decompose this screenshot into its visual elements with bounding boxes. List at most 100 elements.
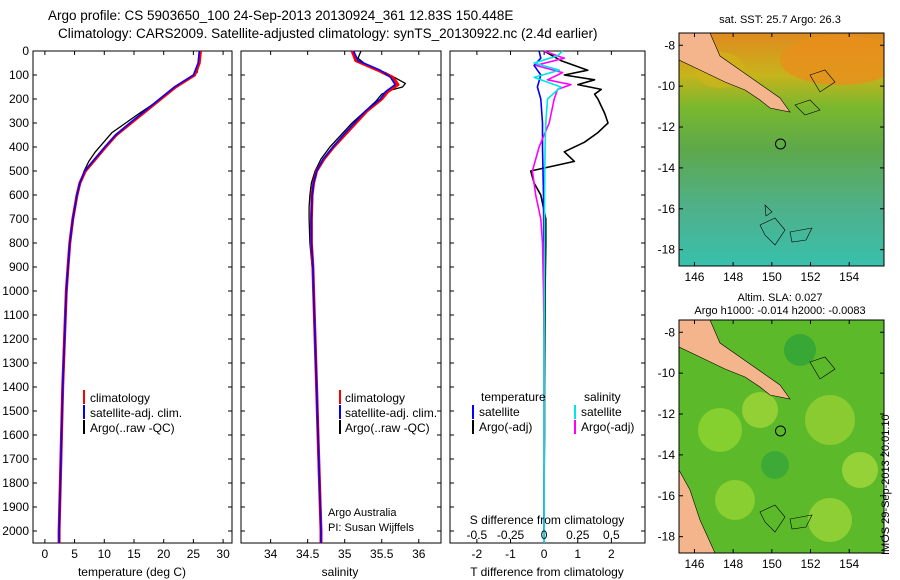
- series-line-climatology: [57, 50, 202, 543]
- t-difference-axis-label: T difference from climatology: [470, 565, 624, 579]
- map-y-tick-label: -8: [664, 325, 675, 339]
- x2-tick-label: -0.5: [467, 528, 488, 542]
- land-png: [679, 33, 791, 113]
- y-tick-label: 1400: [2, 380, 29, 394]
- y-tick-label: 800: [9, 236, 29, 250]
- y-tick-label: 700: [9, 212, 29, 226]
- x-tick-label: 5: [71, 547, 78, 561]
- sla-map-title: Altim. SLA: 0.027: [738, 292, 823, 304]
- series-line-satellite-adj-clim-: [310, 50, 396, 543]
- map-x-tick-label: 148: [723, 557, 743, 571]
- x2-tick-label: 0.5: [603, 528, 620, 542]
- map-y-tick-label: -18: [658, 243, 676, 257]
- difference-legend: temperature satellite Argo(-adj) salinit…: [472, 390, 634, 434]
- temperature-legend: climatology satellite-adj. clim. Argo(..…: [83, 390, 182, 435]
- chart-subtitle: Climatology: CARS2009. Satellite-adjuste…: [58, 26, 598, 41]
- y-tick-label: 1800: [2, 476, 29, 490]
- annotation-argo-australia: Argo Australia: [328, 507, 397, 519]
- x2-tick-label: -0.25: [497, 528, 525, 542]
- map-x-tick-label: 154: [839, 270, 859, 284]
- legend-label-argo: Argo(..raw -QC): [90, 421, 175, 435]
- x-tick-label: 20: [157, 547, 171, 561]
- x-tick-label: 10: [98, 547, 112, 561]
- y-tick-label: 1300: [2, 356, 29, 370]
- profile-location-marker: [774, 138, 786, 150]
- x-tick-label: 0: [541, 547, 548, 561]
- y-tick-label: 900: [9, 260, 29, 274]
- legend-label-satellite: satellite-adj. clim.: [345, 406, 437, 420]
- salinity-panel-frame: [240, 50, 442, 544]
- legend-label-climatology: climatology: [345, 391, 405, 405]
- map-x-tick-label: 152: [800, 557, 820, 571]
- x-tick-label: -1: [505, 547, 516, 561]
- sla-map-frame: [678, 319, 885, 554]
- y-tick-label: 100: [9, 68, 29, 82]
- y-tick-label: 1500: [2, 404, 29, 418]
- x-tick-label: 25: [187, 547, 201, 561]
- map-y-tick-label: -16: [658, 489, 676, 503]
- y-tick-label: 1600: [2, 428, 29, 442]
- series-line-satellite-adj-clim-: [58, 50, 201, 543]
- sst-map-field: [679, 33, 884, 266]
- map-y-tick-label: -16: [658, 202, 676, 216]
- map-x-tick-label: 150: [762, 270, 782, 284]
- map-y-tick-label: -14: [658, 448, 676, 462]
- legend-label-satellite: satellite-adj. clim.: [90, 406, 182, 420]
- map-y-tick-label: -14: [658, 161, 676, 175]
- y-tick-label: 1200: [2, 332, 29, 346]
- series-line-temperature-satellite: [533, 50, 545, 543]
- map-x-tick-label: 152: [800, 270, 820, 284]
- legend-label-s-argo: Argo(-adj): [581, 420, 634, 434]
- y-tick-label: 500: [9, 164, 29, 178]
- map-y-tick-label: -10: [658, 79, 676, 93]
- legend-title-salinity: salinity: [584, 390, 621, 404]
- x-tick-label: 36: [412, 547, 426, 561]
- y-tick-label: 300: [9, 116, 29, 130]
- series-line-salinity-argo-adj-: [531, 50, 572, 531]
- map-x-tick-label: 146: [684, 557, 704, 571]
- sst-map-title: sat. SST: 25.7 Argo: 26.3: [719, 14, 841, 26]
- salinity-legend: climatology satellite-adj. clim. Argo(..…: [339, 390, 437, 435]
- y-tick-label: 400: [9, 140, 29, 154]
- legend-label-s-satellite: satellite: [581, 405, 622, 419]
- legend-title-temperature: temperature: [481, 390, 546, 404]
- x-tick-label: 0: [42, 547, 49, 561]
- land-png: [679, 320, 791, 400]
- x-tick-label: 34.5: [296, 547, 320, 561]
- x-tick-label: -2: [472, 547, 483, 561]
- y-tick-label: 0: [22, 44, 29, 58]
- x-tick-label: 1: [574, 547, 581, 561]
- temperature-axis-label: temperature (deg C): [78, 565, 186, 579]
- map-y-tick-label: -8: [664, 38, 675, 52]
- x-tick-label: 35.5: [370, 547, 394, 561]
- y-tick-label: 600: [9, 188, 29, 202]
- map-x-tick-label: 146: [684, 270, 704, 284]
- x2-tick-label: 0.25: [566, 528, 590, 542]
- y-tick-label: 1700: [2, 452, 29, 466]
- x-tick-label: 2: [608, 547, 615, 561]
- sst-map-frame: [678, 32, 885, 267]
- salinity-axis-label: salinity: [322, 565, 359, 579]
- legend-label-t-satellite: satellite: [479, 405, 520, 419]
- x-tick-label: 34: [264, 547, 278, 561]
- map-x-tick-label: 150: [762, 557, 782, 571]
- x-tick-label: 15: [127, 547, 141, 561]
- sla-map-subtitle: Argo h1000: -0.014 h2000: -0.0083: [694, 305, 865, 317]
- legend-label-climatology: climatology: [90, 391, 150, 405]
- annotation-pi: PI: Susan Wijffels: [328, 522, 414, 534]
- legend-label-t-argo: Argo(-adj): [479, 420, 532, 434]
- difference-panel-frame: [449, 50, 646, 544]
- land-australia: [679, 469, 716, 553]
- y-tick-label: 200: [9, 92, 29, 106]
- sla-map-field: [679, 320, 884, 553]
- series-line-climatology: [309, 50, 400, 543]
- y-tick-label: 1000: [2, 284, 29, 298]
- x2-tick-label: 0: [541, 528, 548, 542]
- map-y-tick-label: -18: [658, 530, 676, 544]
- s-difference-axis-label: S difference from climatology: [470, 513, 625, 527]
- map-x-tick-label: 154: [839, 557, 859, 571]
- x-tick-label: 30: [216, 547, 230, 561]
- profile-location-marker: [774, 425, 786, 437]
- map-y-tick-label: -12: [658, 407, 676, 421]
